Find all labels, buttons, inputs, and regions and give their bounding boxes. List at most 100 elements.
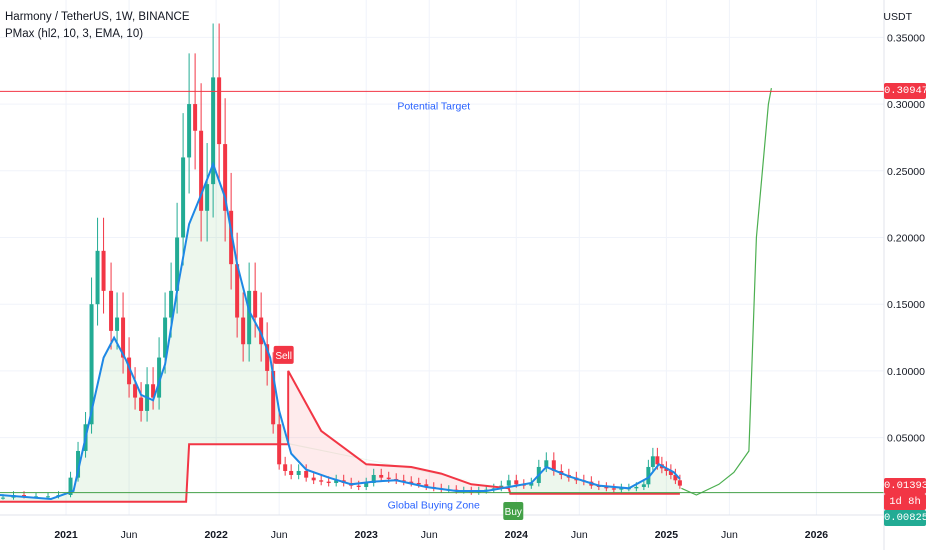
signal-badge [503,501,524,520]
y-tick-label: 0.05000 [887,433,925,445]
candle-body [604,486,609,489]
indicator-lines [0,87,772,503]
signal-badge [273,345,294,364]
price-tag: 0.30947 [884,83,929,100]
candle-body [514,480,519,485]
x-tick-label: 2024 [505,529,529,541]
candle-body [364,482,369,487]
candle-body [199,130,204,211]
candle-body [205,184,210,211]
y-tick-label: 0.30000 [887,99,925,111]
candle-body [259,317,264,345]
candle-body [133,384,138,398]
candle-body [217,77,222,145]
candle-body [95,250,100,305]
candle-body [356,485,361,487]
price-tag: 0.00825 [884,509,929,526]
currency-label[interactable]: USDT [883,11,912,23]
candle-body [187,104,192,158]
annotation-label: Potential Target [397,100,470,112]
pmax-fill [0,164,680,502]
pmax-line [0,370,680,503]
candle-body [271,370,276,425]
candle-body [34,496,39,498]
candle-body [1,497,6,499]
candle-body [311,477,316,481]
x-tick-label: Jun [421,529,438,541]
candle-body [229,210,234,265]
ema-line [0,161,681,501]
legend: Harmony / TetherUS, 1W, BINANCE PMax (hl… [5,9,189,43]
candle-body [634,486,639,489]
candle-body [296,470,301,475]
candle-body [646,466,651,485]
candle-body [101,250,106,291]
candle-body [115,317,120,331]
candle-body [193,104,198,131]
y-tick-label: 0.25000 [887,166,925,178]
signal-label: Sell [275,351,292,362]
x-tick-label: 2022 [204,529,228,541]
candle-body [89,304,94,425]
price-tag: 0.01393 [884,477,929,494]
chart-title: Harmony / TetherUS, 1W, BINANCE [5,11,190,23]
candle-body [319,480,324,482]
candle-body [424,484,429,487]
candle-body [109,290,114,331]
candle-body [551,460,556,471]
candle-body [379,474,384,478]
x-tick-label: 2025 [655,529,679,541]
candle-body [169,290,174,318]
candle-body [544,460,549,467]
y-tick-label: 0.15000 [887,299,925,311]
candle-body [506,480,511,486]
candle-body [127,357,132,385]
pmax-bear-fill [289,373,503,491]
candle-body [157,357,162,398]
x-tick-label: 2026 [805,529,829,541]
candle-body [673,474,678,481]
candle-body [151,384,156,398]
candle-body [163,317,168,358]
candle-body [371,474,376,483]
candle-body [386,477,391,479]
y-tick-label: 0.35000 [887,32,925,44]
candle-body [253,290,258,318]
x-tick-label: 2023 [355,529,379,541]
candle-body [650,456,655,467]
candle-body [668,470,673,475]
candle-body [641,484,646,487]
candle-body [655,456,660,465]
candle-body [211,77,216,185]
candle-body [677,480,682,486]
indicator-label: PMax (hl2, 10, 3, EMA, 10) [5,28,144,40]
candle-body [334,480,339,483]
candle-body [121,317,126,358]
annotations: Potential Target Global Buying Zone [388,100,480,511]
signals: Sell Buy [273,345,524,520]
x-tick-label: Jun [121,529,138,541]
projection-line [681,87,772,496]
horizontal-levels [0,90,884,494]
signal-label: Buy [505,507,522,518]
candle-body [22,494,27,497]
x-tick-label: Jun [721,529,738,541]
y-tick-label: 0.10000 [887,366,925,378]
candle-body [181,157,186,238]
x-tick-label: Jun [571,529,588,541]
x-tick-label: 2021 [54,529,78,541]
y-tick-label: 0.20000 [887,232,925,244]
candle-body [46,496,51,498]
candle-body [416,482,421,485]
candle-body [409,481,414,483]
candle-body [529,482,534,486]
candle-body [175,237,180,291]
candle-body [289,470,294,475]
candle-body [68,477,73,495]
candle-body [139,397,144,411]
candle-body [241,317,246,345]
candle-body [265,344,270,371]
